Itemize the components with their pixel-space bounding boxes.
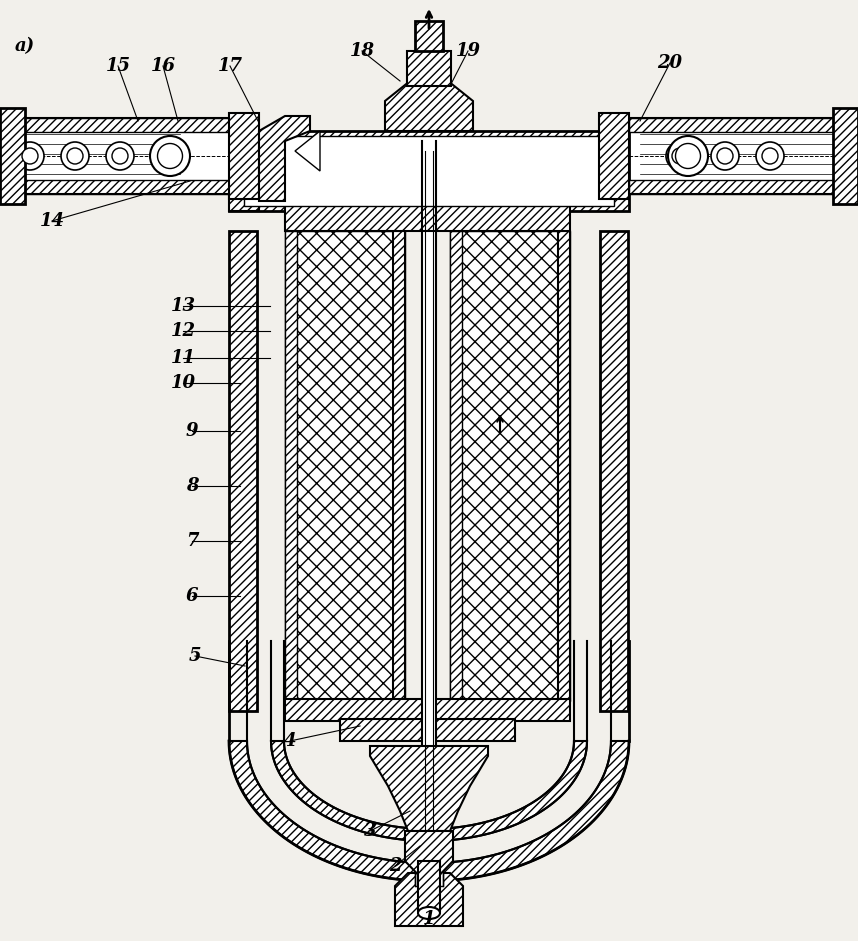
Bar <box>558 231 570 701</box>
Text: 17: 17 <box>217 57 243 75</box>
Polygon shape <box>385 76 473 131</box>
Bar <box>407 51 451 86</box>
Bar <box>229 194 259 211</box>
Text: 12: 12 <box>171 322 196 340</box>
Bar <box>244 136 614 206</box>
Bar <box>229 131 629 211</box>
Text: 2: 2 <box>389 857 402 875</box>
Text: 15: 15 <box>106 57 130 75</box>
Bar <box>450 231 462 701</box>
Bar <box>393 231 405 701</box>
Ellipse shape <box>112 148 128 164</box>
Text: 11: 11 <box>171 349 196 367</box>
Polygon shape <box>229 741 629 881</box>
Text: 14: 14 <box>39 212 64 230</box>
Ellipse shape <box>711 142 739 170</box>
Bar <box>629 132 858 180</box>
Bar <box>600 231 628 711</box>
Bar <box>0 180 229 194</box>
Ellipse shape <box>158 143 183 168</box>
Ellipse shape <box>16 142 44 170</box>
Ellipse shape <box>418 907 440 919</box>
Bar <box>285 231 405 701</box>
Polygon shape <box>370 746 488 831</box>
Bar <box>629 180 858 194</box>
Ellipse shape <box>672 148 688 164</box>
Bar <box>285 181 305 201</box>
Text: 16: 16 <box>150 57 176 75</box>
Ellipse shape <box>666 142 694 170</box>
Bar <box>0 132 229 180</box>
Text: 7: 7 <box>185 532 198 550</box>
Ellipse shape <box>717 148 733 164</box>
Bar <box>833 108 858 204</box>
Text: 18: 18 <box>349 42 374 60</box>
Ellipse shape <box>762 148 778 164</box>
Ellipse shape <box>22 148 38 164</box>
Text: 5: 5 <box>189 647 202 665</box>
Ellipse shape <box>61 142 89 170</box>
Text: 13: 13 <box>171 297 196 315</box>
Text: 4: 4 <box>284 732 296 750</box>
Bar <box>285 201 570 231</box>
Polygon shape <box>295 131 320 171</box>
Polygon shape <box>405 831 453 886</box>
Bar <box>450 231 570 701</box>
Bar <box>629 118 858 132</box>
Polygon shape <box>271 741 587 841</box>
Text: 8: 8 <box>185 477 198 495</box>
Text: 6: 6 <box>185 587 198 605</box>
Text: 9: 9 <box>185 422 198 440</box>
Bar <box>229 113 259 199</box>
Polygon shape <box>259 116 310 201</box>
Text: 19: 19 <box>456 42 480 60</box>
Polygon shape <box>395 873 463 926</box>
Bar <box>229 231 257 711</box>
Ellipse shape <box>668 136 708 176</box>
Text: а): а) <box>15 37 35 55</box>
Bar <box>285 699 570 721</box>
Bar <box>415 21 443 51</box>
Bar <box>599 113 629 199</box>
Bar <box>0 118 229 132</box>
Ellipse shape <box>106 142 134 170</box>
Bar <box>418 861 440 911</box>
Ellipse shape <box>756 142 784 170</box>
Bar <box>285 231 297 701</box>
Bar <box>422 141 436 861</box>
Text: 3: 3 <box>364 822 377 840</box>
Text: 1: 1 <box>423 910 435 928</box>
Ellipse shape <box>67 148 83 164</box>
Bar <box>550 181 570 201</box>
Bar <box>415 856 443 886</box>
Text: 20: 20 <box>657 54 682 72</box>
Text: 10: 10 <box>171 374 196 392</box>
Ellipse shape <box>150 136 190 176</box>
Bar <box>0 108 25 204</box>
Bar <box>340 719 515 741</box>
Ellipse shape <box>675 143 700 168</box>
